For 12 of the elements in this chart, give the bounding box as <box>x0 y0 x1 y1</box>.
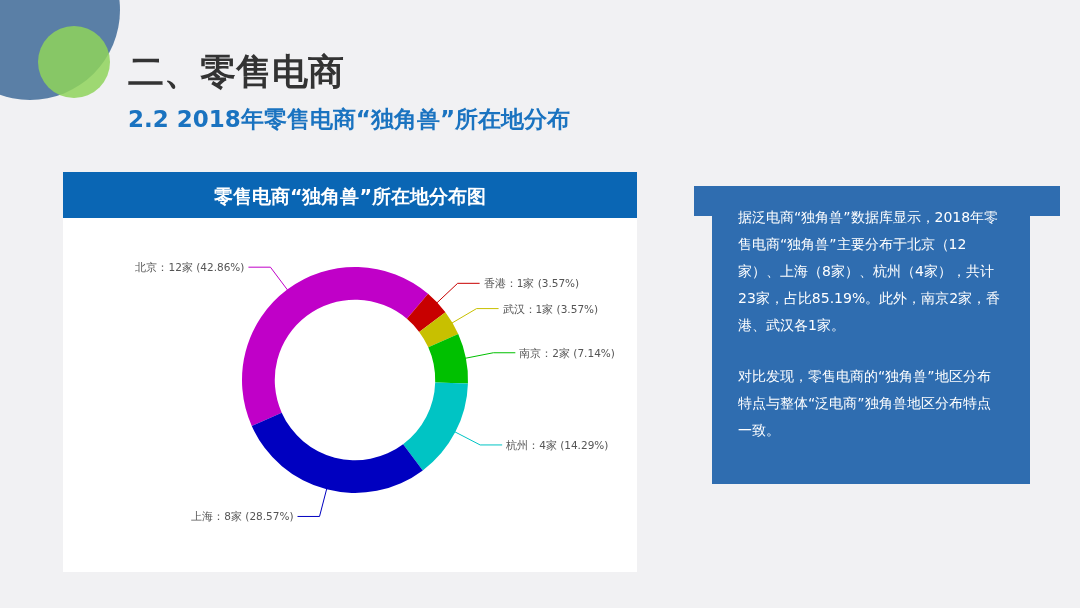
slice-label: 香港：1家 (3.57%) <box>483 277 580 290</box>
slice-label: 北京：12家 (42.86%) <box>135 261 245 274</box>
text: 对比发现，零售电商的“独角兽”地区分布特点与整体“泛电商”独角兽地区分布特点一致。 <box>738 367 992 440</box>
slice-label: 上海：8家 (28.57%) <box>191 510 294 523</box>
text: 据泛电商“独角兽”数据库显示，2018年零售电商“独角兽”主要分布于北京（12家）、上海（8家）、杭州（4家），共计23家，占比85.19%。此外，南京2家，香港、武汉各1家。 <box>738 208 1002 335</box>
slice-label: 武汉：1家 (3.57%) <box>502 302 599 315</box>
slice-label: 南京：2家 (7.14%) <box>519 346 615 359</box>
chart-title: 零售电商“独角兽”所在地分布图 <box>214 185 486 207</box>
text: 2.2 2018年零售电商“独角兽”所在地分布 <box>128 105 570 134</box>
slice-label: 杭州：4家 (14.29%) <box>505 438 609 451</box>
donut-slice <box>242 267 429 426</box>
text: 二、零售电商 <box>128 50 344 94</box>
